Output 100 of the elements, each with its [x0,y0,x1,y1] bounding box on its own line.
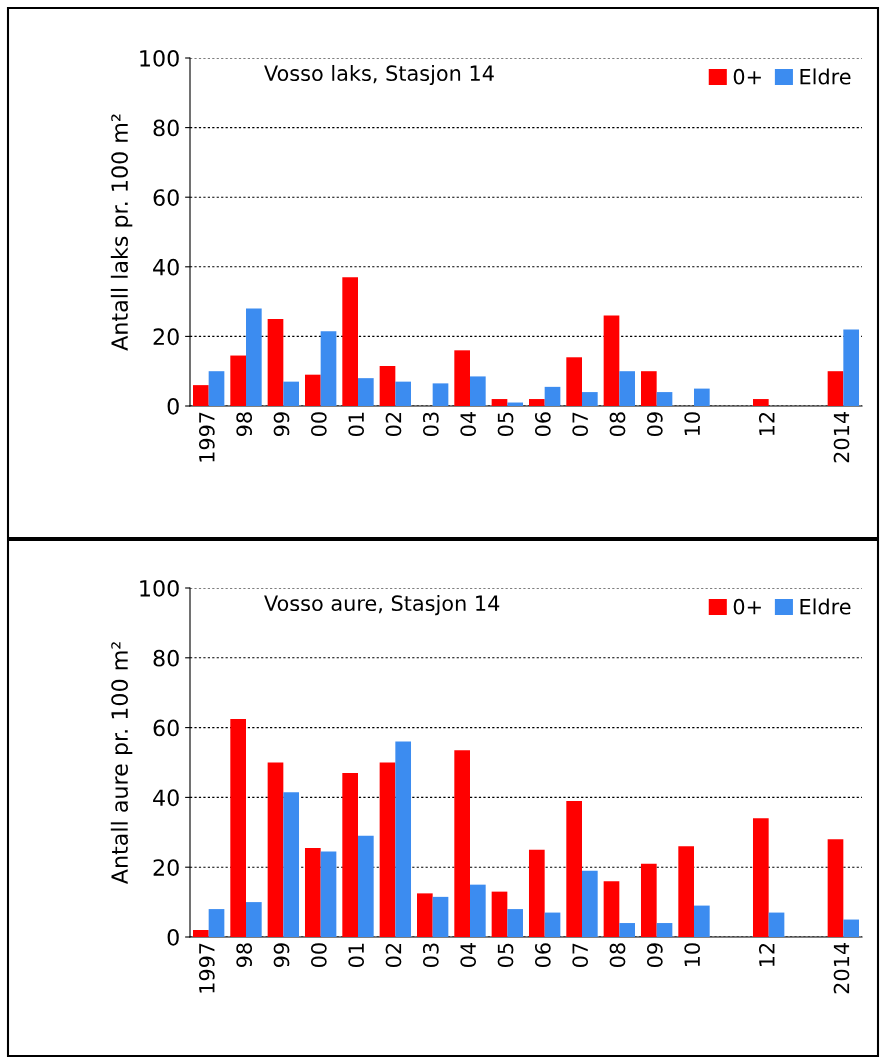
bar [470,376,486,406]
x-tick-label: 2014 [833,943,850,994]
x-tick-label: 09 [646,943,663,967]
x-tick-label: 99 [273,943,290,968]
bar [528,849,545,937]
bar [283,381,300,406]
bar [827,839,844,937]
bar [358,378,374,406]
bar [507,909,524,937]
x-tick-label: 98 [236,943,253,968]
y-tick-label: 20 [153,328,179,346]
x-tick-label: 08 [609,412,626,436]
x-tick-label: 07 [572,412,589,436]
bar [470,884,486,937]
bar [358,835,374,937]
x-tick-label: 01 [348,943,365,967]
bar [342,772,358,937]
legend-label: 0+ [733,598,761,615]
bar [843,919,860,937]
x-tick-label: 1997 [198,943,215,993]
bar [320,331,337,406]
bar [582,870,598,937]
y-tick-label: 0 [167,397,179,415]
bar [432,896,449,937]
bar [246,902,262,937]
bar [619,371,636,406]
bar [379,365,396,406]
x-tick-label: 01 [348,412,365,436]
legend-label: 0+ [733,68,761,85]
y-tick-label: 40 [153,258,179,276]
y-tick-label: 80 [153,119,179,137]
bar [491,399,508,406]
bar [544,386,561,406]
bar [192,385,209,406]
y-tick-label: 60 [153,189,179,206]
legend-label: Eldre [800,598,851,615]
bar [566,800,582,937]
x-tick-label: 99 [273,412,290,437]
legend-label: Eldre [800,68,851,85]
bar [656,923,673,937]
bar [320,851,337,937]
bar [752,399,769,406]
x-tick-label: 12 [758,943,775,967]
x-tick-label: 08 [609,943,626,967]
x-tick-label: 03 [422,412,439,436]
bar [640,371,657,406]
x-tick-label: 09 [646,412,663,436]
bar [416,893,433,937]
bar [395,381,412,406]
bar [603,881,620,937]
bar [454,750,470,937]
x-tick-label: 04 [460,943,477,967]
bar [694,388,710,406]
bar [192,930,209,937]
x-tick-label: 03 [422,943,439,967]
x-tick-label: 02 [385,943,402,967]
bar [603,315,620,406]
bar [283,792,300,937]
bar [768,912,785,937]
bar [619,923,636,937]
x-tick-label: 02 [385,412,402,436]
bar [208,371,225,406]
bar [544,912,561,937]
bar [246,308,262,406]
y-tick-label: 100 [140,49,179,67]
bar [454,350,470,406]
bar [694,905,710,937]
x-tick-label: 04 [460,412,477,436]
bar [566,357,582,406]
bar [656,392,673,406]
bar [304,374,321,406]
bar [432,383,449,406]
y-tick-label: 80 [153,649,179,667]
bar [827,371,844,406]
bar [267,319,284,406]
bar [491,891,508,937]
y-tick-label: 40 [153,789,179,807]
y-tick-label: 60 [153,719,179,737]
chart-title: Vosso laks, Stasjon 14 [264,64,494,86]
y-tick-label: 20 [153,859,179,876]
bar [208,909,225,937]
bar [342,277,358,406]
bar [230,355,246,406]
x-tick-label: 05 [497,943,514,967]
x-tick-label: 98 [236,412,253,437]
bar [582,392,598,406]
x-tick-label: 05 [497,412,514,436]
bar [267,762,284,937]
bar [752,818,769,937]
chart-title: Vosso aure, Stasjon 14 [264,594,500,616]
x-tick-label: 00 [310,412,327,436]
bar [230,718,246,937]
x-tick-label: 2014 [833,412,850,463]
x-tick-label: 1997 [198,412,215,462]
bar [843,329,860,406]
bar [678,846,694,937]
x-tick-label: 10 [684,412,701,436]
x-tick-label: 07 [572,943,589,967]
x-tick-label: 06 [534,412,551,436]
y-tick-label: 0 [167,928,179,946]
